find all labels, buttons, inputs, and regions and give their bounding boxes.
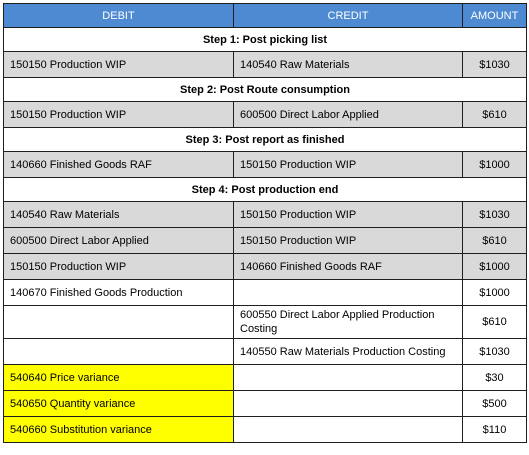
credit-cell — [233, 279, 463, 306]
debit-cell: 140540 Raw Materials — [3, 201, 234, 228]
table-row: 540640 Price variance $30 — [3, 364, 527, 391]
table-row: 600500 Direct Labor Applied 150150 Produ… — [3, 227, 527, 254]
header-row: DEBIT CREDIT AMOUNT — [3, 3, 527, 28]
step-2-title: Step 2: Post Route consumption — [3, 77, 527, 102]
table-row: 140550 Raw Materials Production Costing … — [3, 338, 527, 365]
debit-cell: 150150 Production WIP — [3, 101, 234, 128]
credit-cell: 600550 Direct Labor Applied Production C… — [233, 305, 463, 339]
amount-cell: $1030 — [462, 201, 527, 228]
credit-cell: 150150 Production WIP — [233, 201, 463, 228]
debit-cell — [3, 305, 234, 339]
credit-cell: 140540 Raw Materials — [233, 51, 463, 78]
ledger-table-wrapper: DEBIT CREDIT AMOUNT Step 1: Post picking… — [3, 3, 527, 443]
credit-cell: 140550 Raw Materials Production Costing — [233, 338, 463, 365]
amount-cell: $1000 — [462, 151, 527, 178]
credit-cell — [233, 390, 463, 417]
debit-column-header: DEBIT — [3, 3, 234, 28]
table-row: 150150 Production WIP 140660 Finished Go… — [3, 253, 527, 280]
amount-cell: $1030 — [462, 338, 527, 365]
amount-cell: $1000 — [462, 253, 527, 280]
credit-cell: 140660 Finished Goods RAF — [233, 253, 463, 280]
debit-cell: 150150 Production WIP — [3, 253, 234, 280]
step-heading-row: Step 4: Post production end — [3, 177, 527, 202]
step-heading-row: Step 1: Post picking list — [3, 27, 527, 52]
amount-cell: $1000 — [462, 279, 527, 306]
debit-cell: 140660 Finished Goods RAF — [3, 151, 234, 178]
step-3-title: Step 3: Post report as finished — [3, 127, 527, 152]
debit-cell: 140670 Finished Goods Production — [3, 279, 234, 306]
table-row: 140670 Finished Goods Production $1000 — [3, 279, 527, 306]
ledger-table: DEBIT CREDIT AMOUNT Step 1: Post picking… — [3, 3, 527, 443]
table-row: 140660 Finished Goods RAF 150150 Product… — [3, 151, 527, 178]
amount-cell: $610 — [462, 101, 527, 128]
step-4-title: Step 4: Post production end — [3, 177, 527, 202]
step-heading-row: Step 2: Post Route consumption — [3, 77, 527, 102]
table-row: 540650 Quantity variance $500 — [3, 390, 527, 417]
amount-cell: $500 — [462, 390, 527, 417]
debit-cell-highlighted: 540650 Quantity variance — [3, 390, 234, 417]
table-row: 540660 Substitution variance $110 — [3, 416, 527, 443]
credit-cell — [233, 416, 463, 443]
table-row: 140540 Raw Materials 150150 Production W… — [3, 201, 527, 228]
debit-cell-highlighted: 540660 Substitution variance — [3, 416, 234, 443]
step-1-title: Step 1: Post picking list — [3, 27, 527, 52]
debit-cell — [3, 338, 234, 365]
credit-cell: 600500 Direct Labor Applied — [233, 101, 463, 128]
debit-cell-highlighted: 540640 Price variance — [3, 364, 234, 391]
amount-column-header: AMOUNT — [462, 3, 527, 28]
credit-column-header: CREDIT — [233, 3, 463, 28]
amount-cell: $30 — [462, 364, 527, 391]
credit-cell: 150150 Production WIP — [233, 227, 463, 254]
amount-cell: $610 — [462, 227, 527, 254]
credit-cell: 150150 Production WIP — [233, 151, 463, 178]
table-row: 150150 Production WIP 140540 Raw Materia… — [3, 51, 527, 78]
credit-cell — [233, 364, 463, 391]
amount-cell: $110 — [462, 416, 527, 443]
amount-cell: $610 — [462, 305, 527, 339]
step-heading-row: Step 3: Post report as finished — [3, 127, 527, 152]
table-row: 150150 Production WIP 600500 Direct Labo… — [3, 101, 527, 128]
amount-cell: $1030 — [462, 51, 527, 78]
debit-cell: 600500 Direct Labor Applied — [3, 227, 234, 254]
debit-cell: 150150 Production WIP — [3, 51, 234, 78]
table-row: 600550 Direct Labor Applied Production C… — [3, 305, 527, 339]
